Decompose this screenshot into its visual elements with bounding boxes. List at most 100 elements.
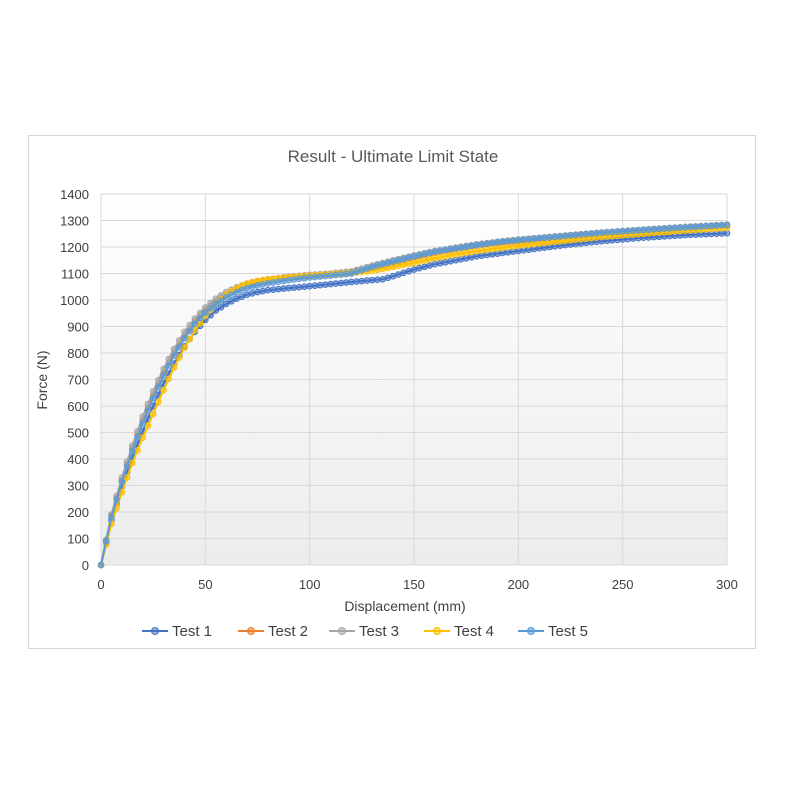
chart-title: Result - Ultimate Limit State — [288, 147, 499, 166]
data-point — [462, 249, 470, 256]
y-tick-label: 700 — [67, 373, 89, 388]
data-point — [134, 447, 141, 454]
y-tick-label: 1000 — [60, 293, 89, 308]
data-point — [207, 299, 214, 307]
data-point — [515, 242, 522, 249]
data-point — [181, 344, 188, 352]
data-point — [389, 258, 397, 265]
y-axis-ticks: 0 100 200 300 400 500 600 700 800 900 1000 1100 1200… — [60, 187, 89, 573]
data-point — [275, 278, 282, 286]
data-point — [410, 259, 418, 267]
data-point — [160, 372, 167, 379]
data-point — [483, 240, 491, 247]
x-tick-label: 50 — [198, 577, 212, 592]
data-point — [723, 229, 731, 237]
data-point — [447, 257, 454, 265]
data-point — [123, 474, 131, 481]
y-tick-label: 100 — [67, 532, 89, 547]
data-point — [452, 245, 460, 252]
y-tick-label: 1100 — [61, 267, 89, 282]
data-point — [285, 276, 293, 284]
data-point — [473, 252, 480, 260]
data-point — [415, 258, 423, 266]
data-point — [191, 320, 199, 328]
data-point — [468, 253, 475, 261]
x-tick-label: 250 — [612, 577, 634, 592]
data-point — [123, 462, 131, 470]
data-point — [196, 314, 204, 322]
legend-marker — [433, 627, 441, 635]
data-point — [457, 255, 465, 263]
data-point — [525, 241, 533, 248]
data-point — [165, 362, 173, 369]
data-point — [442, 246, 449, 254]
data-point — [400, 255, 407, 263]
data-point — [384, 259, 392, 267]
data-point — [222, 294, 230, 301]
data-point — [155, 383, 162, 391]
y-tick-label: 400 — [67, 452, 89, 467]
data-point — [259, 287, 267, 295]
data-point — [108, 514, 115, 521]
data-point — [405, 260, 413, 268]
legend-marker — [338, 627, 346, 635]
data-point — [488, 245, 496, 253]
data-point — [118, 478, 126, 485]
legend-label: Test 1 — [172, 623, 212, 640]
data-point — [494, 245, 501, 252]
legend-item: Test 1 — [142, 623, 212, 640]
data-point — [113, 496, 120, 503]
data-point — [165, 375, 173, 383]
data-point — [426, 249, 433, 257]
y-tick-label: 300 — [67, 479, 89, 494]
y-tick-label: 900 — [67, 320, 89, 335]
data-point — [488, 239, 496, 247]
data-point — [447, 245, 454, 253]
legend-label: Test 4 — [454, 623, 494, 640]
data-point — [488, 250, 496, 258]
legend-item: Test 2 — [238, 623, 308, 640]
x-tick-label: 0 — [97, 577, 104, 592]
data-point — [129, 459, 136, 467]
series-1 — [97, 229, 731, 569]
data-point — [186, 327, 193, 335]
data-point — [436, 253, 444, 261]
data-point — [144, 407, 152, 414]
data-point — [436, 247, 444, 255]
legend-marker — [151, 627, 159, 635]
y-tick-label: 1300 — [60, 214, 89, 229]
data-point — [426, 262, 433, 269]
data-point — [442, 252, 449, 260]
data-point — [421, 250, 428, 258]
data-point — [264, 280, 272, 287]
data-point — [457, 244, 465, 251]
data-point — [421, 257, 428, 264]
data-point — [504, 249, 512, 256]
data-point — [243, 291, 251, 299]
data-point — [410, 266, 418, 273]
data-point — [395, 262, 402, 270]
data-point — [468, 242, 475, 250]
data-point — [186, 335, 193, 343]
legend-label: Test 3 — [359, 623, 399, 640]
legend-marker — [527, 627, 535, 635]
data-point — [295, 275, 303, 283]
data-point — [395, 256, 402, 264]
data-point — [426, 256, 433, 263]
data-point — [431, 248, 439, 256]
data-point — [301, 274, 308, 282]
data-point — [139, 419, 147, 427]
data-point — [217, 297, 225, 304]
data-point — [212, 300, 220, 308]
legend-label: Test 5 — [548, 623, 588, 640]
legend-item: Test 4 — [424, 623, 494, 640]
data-point — [431, 260, 439, 268]
data-point — [389, 263, 397, 271]
series-layer — [97, 221, 731, 569]
data-point — [504, 243, 512, 251]
data-point — [217, 303, 225, 311]
data-point — [436, 259, 444, 267]
data-point — [149, 394, 157, 402]
data-point — [243, 284, 251, 292]
